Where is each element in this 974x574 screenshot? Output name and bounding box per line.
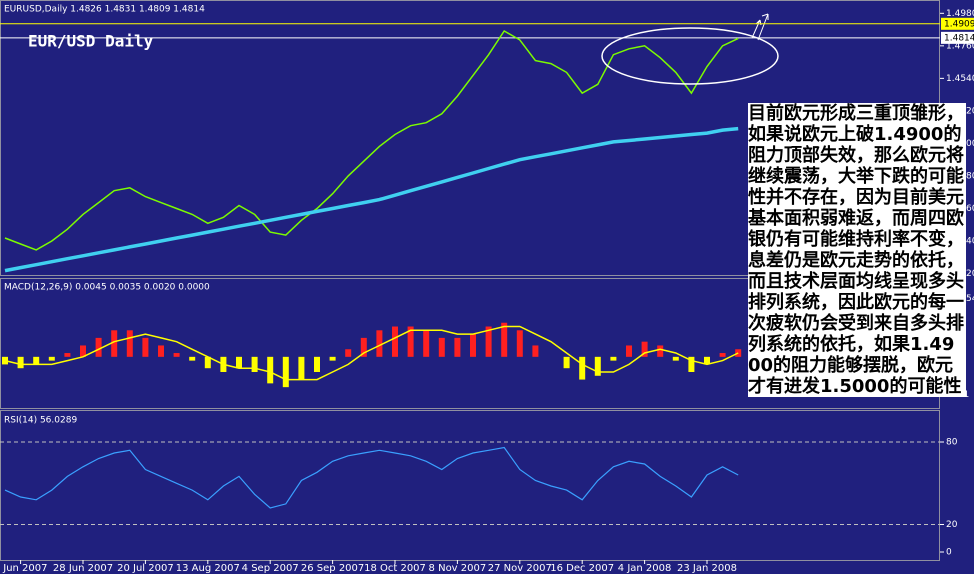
y-tick-label: 0 xyxy=(946,548,952,558)
price-label-box xyxy=(941,17,974,30)
bar xyxy=(485,326,492,357)
x-tick-label: 26 Sep 2007 xyxy=(301,563,364,574)
bar xyxy=(704,356,710,365)
bar xyxy=(672,356,679,361)
bar xyxy=(329,356,336,361)
series-line xyxy=(4,126,739,273)
bar xyxy=(345,349,352,357)
bar xyxy=(516,330,523,357)
macd-title: MACD(12,26,9) 0.0045 0.0035 0.0020 0.000… xyxy=(4,283,210,293)
bar xyxy=(33,356,40,365)
bar xyxy=(454,337,461,357)
x-tick-label: 8 Nov 2007 xyxy=(429,563,487,574)
bar xyxy=(267,356,274,384)
price-label-box xyxy=(941,31,974,44)
bar xyxy=(48,356,55,361)
x-tick-label: 16 Dec 2007 xyxy=(550,563,614,574)
bar xyxy=(438,337,445,357)
bar xyxy=(158,345,164,357)
x-tick-label: 4 Sep 2007 xyxy=(242,563,299,574)
bar xyxy=(314,356,320,372)
x-tick-label: 27 Nov 2007 xyxy=(488,563,552,574)
x-tick-label: 4 Jan 2008 xyxy=(618,563,672,574)
rsi-title: RSI(14) 56.0289 xyxy=(4,416,77,426)
bar xyxy=(360,337,367,357)
series-line xyxy=(4,29,739,251)
bar xyxy=(594,356,601,376)
bar xyxy=(173,353,180,357)
bar xyxy=(204,356,211,369)
bar xyxy=(142,337,149,357)
bar xyxy=(610,356,617,361)
bar xyxy=(579,356,586,380)
bar xyxy=(501,322,508,357)
x-tick-label: 6 Jun 2007 xyxy=(0,563,47,574)
x-tick-label: 18 Oct 2007 xyxy=(364,563,426,574)
bar xyxy=(251,356,258,372)
x-tick-label: 23 Jan 2008 xyxy=(677,563,737,574)
bar xyxy=(423,330,430,357)
price-label: 1.4814 xyxy=(944,33,974,43)
bar xyxy=(111,330,118,357)
bar xyxy=(126,330,133,357)
arrows xyxy=(751,13,769,41)
bar xyxy=(407,326,414,357)
bar xyxy=(392,326,398,357)
bar xyxy=(64,353,71,357)
x-tick-label: 28 Jun 2007 xyxy=(53,563,113,574)
x-tick-label: 20 Jul 2007 xyxy=(117,563,174,574)
main-title: EURUSD,Daily 1.4826 1.4831 1.4809 1.4814 xyxy=(4,5,205,15)
bar xyxy=(563,356,570,369)
bar xyxy=(236,356,242,369)
y-tick-label: 1.4760 xyxy=(946,41,974,51)
rsi-panel xyxy=(0,410,940,561)
series-line xyxy=(4,325,739,381)
bar xyxy=(626,345,632,357)
annotation: 目前欧元形成三重顶雏形，如果说欧元上破1.4900的阻力顶部失效，那么欧元将继续… xyxy=(748,103,966,397)
bar xyxy=(376,330,383,357)
bar xyxy=(17,356,24,369)
bar xyxy=(641,341,648,357)
bar xyxy=(470,334,476,357)
x-tick-label: 13 Aug 2007 xyxy=(176,563,240,574)
bar xyxy=(657,345,664,357)
y-tick-label: 1.4980 xyxy=(946,9,974,19)
series-line xyxy=(4,446,739,509)
bar xyxy=(95,337,102,357)
y-tick-label: 80 xyxy=(946,438,958,448)
bar xyxy=(298,356,305,380)
y-tick-label: 20 xyxy=(946,520,958,530)
bar xyxy=(688,356,695,372)
bar xyxy=(80,345,86,357)
y-tick-label: 1.4540 xyxy=(946,74,974,84)
bar xyxy=(532,345,539,357)
price-label: 1.4909 xyxy=(944,19,974,29)
bar xyxy=(282,356,289,388)
highlight-ellipse xyxy=(601,27,779,85)
bar xyxy=(719,353,726,357)
chart-label: EUR/USD Daily xyxy=(28,32,154,51)
bar xyxy=(189,356,196,361)
